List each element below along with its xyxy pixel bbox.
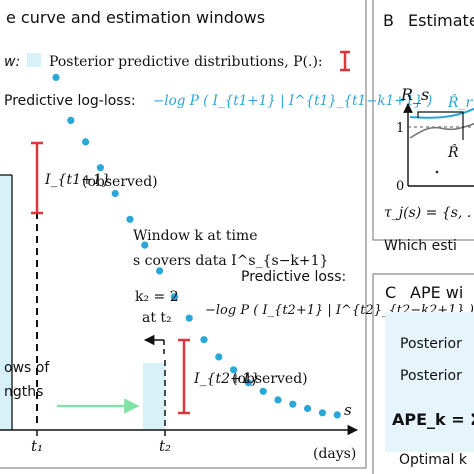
panel-b-curve-bottom	[409, 122, 474, 139]
observed-1-symbol: I_{t1+1}	[44, 172, 111, 188]
legend-window-label: w:	[4, 54, 20, 70]
panel-b-letter: B	[383, 11, 394, 30]
panel-c-ape-box	[385, 312, 474, 452]
panel-c-row-2: Posterior	[400, 368, 462, 384]
panel-b-curve-label-top: R̂_r	[447, 93, 474, 111]
panel-c-row-1: Posterior	[400, 336, 462, 352]
data-point	[126, 215, 134, 223]
data-point	[318, 409, 326, 417]
panel-b-bracket	[417, 111, 464, 140]
observed-1-label: (observed)	[82, 174, 158, 190]
panel-c-letter: C	[385, 283, 396, 302]
x-axis-variable: s	[344, 401, 352, 419]
panel-c-optimal: Optimal k	[399, 452, 468, 468]
panel-b-tick-1: 1	[396, 121, 404, 136]
data-point	[200, 336, 208, 344]
window-text-line-1: Window k at time	[133, 228, 257, 244]
window-2-fill	[143, 363, 165, 430]
panel-b-curve-top	[409, 107, 474, 119]
data-point	[274, 396, 282, 404]
observed-2-symbol: I_{t2+1}	[193, 371, 260, 387]
panel-b-y-label: R_s	[400, 85, 429, 104]
panel-b-question: Which esti	[384, 238, 457, 254]
panel-c-ape: APE_k = Σ	[392, 410, 474, 429]
x-tick-t2: t₂	[159, 437, 171, 455]
panel-b-curve-label-bottom: R̂	[447, 143, 459, 161]
data-point	[52, 73, 60, 81]
observed-2-label: (observed)	[232, 371, 308, 387]
panel-b-title: Estimate	[408, 11, 474, 30]
x-axis-unit: (days)	[313, 446, 356, 462]
x-tick-t1: t₁	[31, 437, 43, 455]
data-point	[289, 400, 297, 408]
predictive-logloss-formula: −log P ( I_{t1+1} | I^{t1}_{t1−k1+1} )	[153, 93, 432, 109]
data-point	[67, 116, 75, 124]
data-point	[111, 189, 119, 198]
data-point	[96, 164, 104, 172]
data-point	[215, 353, 223, 361]
panel-c-frame	[372, 273, 474, 474]
data-point	[333, 411, 341, 419]
legend-window-swatch	[27, 53, 41, 67]
panel-a-frame	[0, 0, 367, 469]
bottom-left-text-1: ows of	[4, 360, 50, 376]
data-point	[82, 138, 90, 146]
panel-b-frame	[372, 0, 474, 241]
data-point	[230, 366, 238, 374]
data-point	[259, 387, 267, 395]
data-point	[185, 314, 193, 322]
panel-b-dot	[435, 170, 439, 174]
bottom-left-text-2: ngths	[4, 384, 43, 400]
predictive-loss-label: Predictive loss:	[241, 269, 346, 285]
data-point	[244, 379, 252, 387]
k2-label: k₂ = 2	[135, 289, 179, 305]
data-point	[141, 241, 149, 249]
window-1-fill	[0, 175, 12, 430]
panel-b-tick-0: 0	[396, 179, 404, 194]
legend-posterior-label: Posterior predictive distributions, P(.)…	[49, 54, 323, 70]
panel-c-title: APE wi	[410, 283, 463, 302]
panel-b-formula: τ_j(s) = {s, .	[384, 205, 471, 221]
case-curve-points	[52, 73, 341, 419]
predictive-logloss-label: Predictive log-loss:	[4, 93, 136, 109]
data-point	[304, 404, 312, 413]
data-point	[170, 293, 178, 301]
window-text-line-2: s covers data I^s_{s−k+1}	[133, 253, 328, 269]
at-t2-label: at t₂	[142, 310, 172, 326]
panel-a-title: e curve and estimation windows	[6, 8, 265, 27]
data-point	[156, 267, 164, 275]
